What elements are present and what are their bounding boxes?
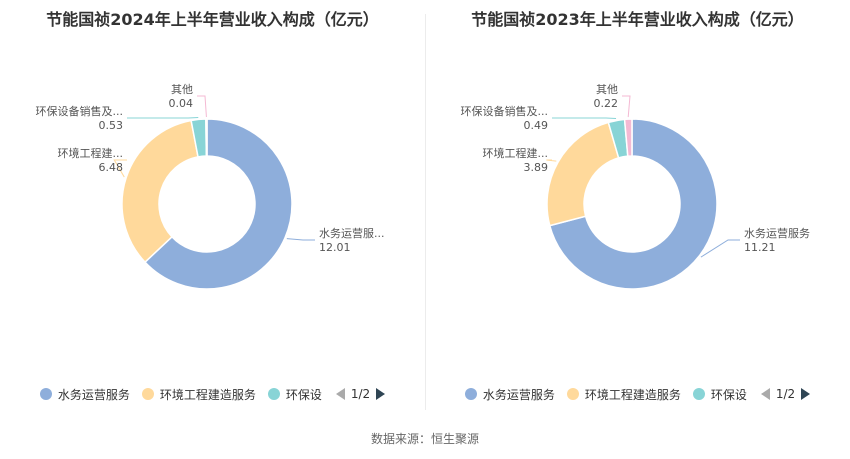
chart-legend: 水务运营服务 环境工程建造服务 环保设 1/2: [425, 384, 850, 404]
pager-prev-icon[interactable]: [760, 388, 770, 400]
pie-slice[interactable]: [623, 118, 633, 157]
pager-prev-icon[interactable]: [335, 388, 345, 400]
legend-label: 环保设: [710, 387, 747, 402]
label-leader-line: [197, 95, 207, 118]
chart-title: 节能国祯2023年上半年营业收入构成（亿元）: [471, 10, 804, 29]
legend-pager: 1/2: [335, 387, 386, 401]
slice-value-label: 0.49: [524, 119, 549, 132]
slice-label: 环境工程建...: [58, 146, 124, 160]
pager-next-icon[interactable]: [801, 388, 811, 400]
pager-text: 1/2: [775, 387, 796, 401]
pie-slice[interactable]: [546, 121, 620, 227]
pager-text: 1/2: [350, 387, 371, 401]
legend-marker: [464, 388, 477, 400]
pager-next-icon[interactable]: [376, 388, 386, 400]
panel-divider: [425, 14, 426, 410]
slice-label: 环境工程建...: [483, 146, 549, 160]
pie-slice[interactable]: [143, 118, 293, 290]
legend-item-equipment[interactable]: 环保设: [692, 386, 747, 403]
legend-label: 环境工程建造服务: [159, 387, 256, 402]
legend-item-water[interactable]: 水务运营服务: [464, 386, 555, 403]
legend-label: 水务运营服务: [57, 387, 130, 402]
chart-panel-2023: 节能国祯2023年上半年营业收入构成（亿元） 水务运营服务 11.21 环境工程建.…: [425, 0, 850, 420]
slice-value-label: 0.53: [99, 119, 124, 132]
chart-legend: 水务运营服务 环境工程建造服务 环保设 1/2: [0, 384, 425, 404]
label-leader-line: [127, 116, 199, 119]
slice-value-label: 12.01: [319, 241, 351, 254]
pie-slice[interactable]: [121, 119, 199, 264]
slice-value-label: 6.48: [99, 161, 124, 174]
slice-value-label: 3.89: [524, 161, 549, 174]
legend-pager: 1/2: [760, 387, 811, 401]
legend-marker: [267, 388, 280, 400]
legend-item-engineering[interactable]: 环境工程建造服务: [566, 386, 681, 403]
legend-item-water[interactable]: 水务运营服务: [39, 386, 130, 403]
slice-label: 环保设备销售及...: [36, 104, 124, 118]
legend-label: 环保设: [285, 387, 322, 402]
label-leader-line: [700, 239, 740, 258]
legend-marker: [39, 388, 52, 400]
slice-value-label: 0.22: [594, 97, 619, 110]
slice-label: 其他: [171, 83, 193, 96]
legend-item-equipment[interactable]: 环保设: [267, 386, 322, 403]
label-leader-line: [622, 95, 631, 118]
legend-item-engineering[interactable]: 环境工程建造服务: [141, 386, 256, 403]
data-source-note: 数据来源：恒生聚源: [370, 432, 479, 446]
donut-chart-2024: 水务运营服...12.01 环境工程建...6.48 环保设备销售及...0.53 其…: [36, 83, 385, 290]
slice-value-label: 11.21: [744, 241, 776, 254]
legend-marker: [692, 388, 705, 400]
slice-label: 其他: [596, 83, 618, 96]
slice-label: 水务运营服务: [744, 226, 810, 240]
slice-value-label: 0.04: [169, 97, 194, 110]
pie-slice[interactable]: [548, 118, 718, 290]
legend-label: 水务运营服务: [482, 387, 555, 402]
label-leader-line: [546, 159, 557, 162]
slice-label: 环保设备销售及...: [461, 104, 549, 118]
slice-label: 水务运营服...: [319, 226, 385, 240]
chart-panel-2024: 节能国祯2024年上半年营业收入构成（亿元） 水务运营服... 12.01 环境工程…: [0, 0, 425, 420]
legend-marker: [566, 388, 579, 400]
label-leader-line: [286, 238, 315, 241]
pie-slice[interactable]: [205, 118, 208, 157]
legend-marker: [141, 388, 154, 400]
legend-label: 环境工程建造服务: [584, 387, 681, 402]
label-leader-line: [113, 159, 127, 178]
chart-title: 节能国祯2024年上半年营业收入构成（亿元）: [46, 10, 379, 29]
